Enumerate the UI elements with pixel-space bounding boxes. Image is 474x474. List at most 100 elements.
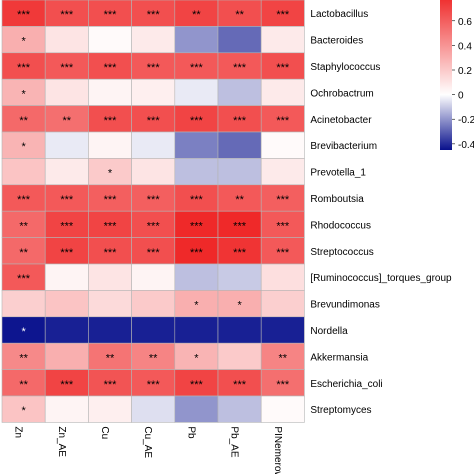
significance-label: ***	[233, 62, 247, 74]
significance-label: *	[21, 326, 26, 338]
row-label: Ochrobactrum	[310, 88, 373, 99]
heatmap-cell	[88, 131, 132, 159]
heatmap-cell	[260, 158, 305, 186]
heatmap-cell	[1, 290, 46, 318]
significance-label: **	[63, 115, 72, 127]
significance-label: ***	[104, 379, 118, 391]
significance-label: ***	[147, 115, 161, 127]
heatmap-cell	[217, 316, 262, 344]
heatmap-cell	[131, 237, 176, 265]
heatmap-cell	[260, 78, 305, 106]
column-label: Zn_AE	[56, 426, 67, 457]
heatmap-cell	[217, 369, 262, 397]
heatmap-cell	[174, 158, 219, 186]
significance-label: ***	[190, 247, 204, 259]
heatmap-cell	[260, 395, 305, 423]
heatmap-cell	[1, 131, 46, 159]
significance-label: **	[19, 220, 28, 232]
heatmap-cell	[217, 210, 262, 238]
significance-label: **	[235, 194, 244, 206]
heatmap-cell	[131, 290, 176, 318]
significance-label: *	[21, 36, 26, 48]
legend-tick-label: 0.4	[458, 41, 472, 52]
heatmap-cell	[174, 369, 219, 397]
significance-label: ***	[60, 9, 74, 21]
significance-label: ***	[17, 273, 31, 285]
heatmap-cell	[260, 290, 305, 318]
heatmap-cell	[217, 158, 262, 186]
heatmap-cell	[44, 131, 89, 159]
heatmap-cell	[131, 0, 176, 27]
significance-label: *	[21, 405, 26, 417]
heatmap-cell	[260, 237, 305, 265]
heatmap-cell	[44, 0, 89, 27]
column-label: Cu	[99, 426, 110, 439]
heatmap-cell	[174, 237, 219, 265]
legend-color-bar	[440, 0, 452, 150]
significance-label: ***	[190, 220, 204, 232]
heatmap-cell	[44, 210, 89, 238]
heatmap-cell	[44, 158, 89, 186]
row-label: [Ruminococcus]_torques_group	[310, 273, 452, 284]
heatmap-cell	[1, 210, 46, 238]
legend-tick-label: 0.2	[458, 66, 472, 77]
heatmap-cell	[260, 263, 305, 291]
heatmap-cell	[131, 105, 176, 133]
significance-label: ***	[147, 379, 161, 391]
significance-label: ***	[147, 9, 161, 21]
row-label: Escherichia_coli	[310, 379, 382, 390]
significance-label: ***	[60, 220, 74, 232]
heatmap-cell	[174, 210, 219, 238]
row-label: Staphylococcus	[310, 62, 380, 73]
legend-tick-label: -0.4	[458, 140, 474, 151]
significance-label: **	[106, 352, 115, 364]
heatmap-cell	[260, 184, 305, 212]
significance-label: ***	[233, 115, 247, 127]
significance-label: ***	[104, 62, 118, 74]
heatmap-cell	[260, 52, 305, 80]
heatmap-cell	[217, 342, 262, 370]
heatmap-cell	[217, 26, 262, 54]
heatmap-cell	[88, 26, 132, 54]
heatmap-cell	[88, 0, 132, 27]
significance-label: ***	[104, 194, 118, 206]
color-legend: 0.8 0.6 0.4 0.2 0 -0.2 -0.4	[440, 0, 474, 151]
heatmap-cell	[131, 52, 176, 80]
significance-label: ***	[276, 247, 290, 259]
significance-label: **	[19, 247, 28, 259]
heatmap-cell	[260, 105, 305, 133]
heatmap-cell	[44, 395, 89, 423]
heatmap-cell	[44, 237, 89, 265]
heatmap-cell	[1, 158, 46, 186]
heatmap-cell	[217, 237, 262, 265]
significance-label: *	[21, 141, 26, 153]
heatmap-cell	[44, 184, 89, 212]
row-label: Rhodococcus	[310, 220, 371, 231]
significance-label: ***	[60, 194, 74, 206]
heatmap-cell	[44, 52, 89, 80]
heatmap-cell	[174, 0, 219, 27]
heatmap-cell	[44, 316, 89, 344]
significance-label: ***	[60, 62, 74, 74]
significance-label: **	[192, 9, 201, 21]
heatmap-cell	[88, 237, 132, 265]
heatmap-cell	[1, 52, 46, 80]
heatmap-cell	[131, 263, 176, 291]
heatmap-cell	[44, 263, 89, 291]
significance-label: *	[108, 168, 113, 180]
significance-label: ***	[233, 379, 247, 391]
heatmap-cell	[217, 395, 262, 423]
heatmap-cells	[1, 0, 305, 423]
significance-label: ***	[147, 194, 161, 206]
significance-label: ***	[190, 379, 204, 391]
significance-label: ***	[17, 9, 31, 21]
heatmap-cell	[1, 26, 46, 54]
significance-label: ***	[104, 247, 118, 259]
column-label: PINemerow	[272, 426, 283, 474]
heatmap-cell	[217, 290, 262, 318]
significance-label: ***	[147, 220, 161, 232]
heatmap-cell	[88, 395, 132, 423]
heatmap-cell	[88, 105, 132, 133]
significance-label: ***	[17, 62, 31, 74]
